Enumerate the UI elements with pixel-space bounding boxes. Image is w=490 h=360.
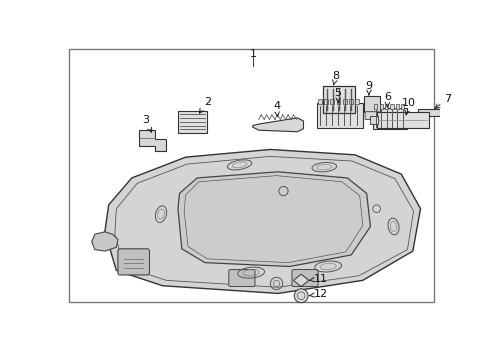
Text: 11: 11: [309, 274, 327, 284]
Text: 1: 1: [250, 49, 257, 59]
Bar: [337, 99, 341, 104]
Circle shape: [294, 289, 308, 303]
Text: 6: 6: [384, 92, 391, 107]
Bar: [178, 111, 207, 132]
Text: 9: 9: [366, 81, 372, 95]
Bar: [380, 104, 383, 109]
Bar: [318, 99, 322, 104]
Bar: [370, 116, 378, 124]
Bar: [385, 104, 388, 109]
Bar: [349, 99, 353, 104]
Text: 8: 8: [332, 71, 340, 85]
FancyBboxPatch shape: [365, 112, 379, 120]
Polygon shape: [105, 149, 420, 293]
Bar: [343, 99, 346, 104]
Polygon shape: [92, 232, 118, 251]
Polygon shape: [418, 109, 440, 124]
Polygon shape: [140, 130, 167, 151]
Bar: [355, 99, 359, 104]
FancyBboxPatch shape: [229, 270, 255, 287]
Bar: [324, 99, 328, 104]
Bar: [391, 104, 393, 109]
Bar: [323, 86, 355, 113]
Text: 12: 12: [309, 289, 327, 299]
Bar: [317, 103, 363, 128]
Text: 7: 7: [435, 94, 451, 109]
Bar: [401, 104, 404, 109]
Bar: [330, 99, 334, 104]
Text: 3: 3: [142, 115, 151, 132]
FancyBboxPatch shape: [118, 249, 149, 275]
Bar: [365, 95, 380, 112]
Polygon shape: [294, 274, 309, 287]
Text: 5: 5: [335, 88, 342, 103]
Text: 10: 10: [402, 98, 416, 115]
FancyBboxPatch shape: [292, 270, 318, 287]
Bar: [373, 108, 408, 130]
Bar: [374, 104, 377, 109]
Text: 2: 2: [199, 97, 211, 113]
Bar: [396, 104, 399, 109]
Polygon shape: [253, 118, 303, 132]
Text: 4: 4: [273, 101, 280, 116]
Bar: [377, 112, 429, 128]
Polygon shape: [178, 172, 370, 266]
